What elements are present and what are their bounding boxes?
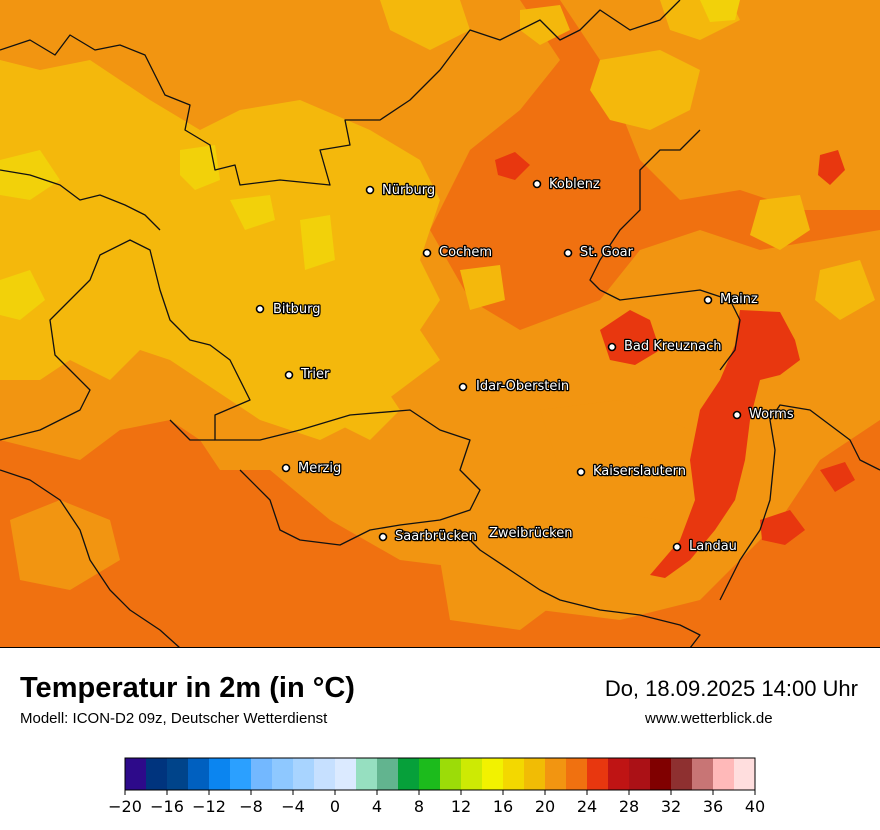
temperature-zone-hot — [495, 150, 855, 578]
legend-swatch — [713, 758, 735, 790]
city-label-nurburg: Nürburg — [382, 183, 435, 198]
legend-tick-label: 16 — [493, 797, 513, 816]
city-label-trier: Trier — [300, 367, 330, 382]
city-dot-saarbrucken — [378, 532, 388, 542]
legend-swatch — [251, 758, 273, 790]
city-markers — [255, 179, 742, 552]
legend-swatch — [272, 758, 294, 790]
legend-swatch — [125, 758, 147, 790]
legend-tick-label: 40 — [745, 797, 765, 816]
legend-swatch — [230, 758, 252, 790]
legend-swatch — [314, 758, 336, 790]
legend-swatch — [503, 758, 525, 790]
legend-swatch — [440, 758, 462, 790]
legend-tick-label: 20 — [535, 797, 555, 816]
legend-swatch — [524, 758, 546, 790]
forecast-datetime: Do, 18.09.2025 14:00 Uhr — [604, 676, 858, 701]
city-label-st-goar: St. Goar — [580, 245, 634, 260]
legend-swatch — [461, 758, 483, 790]
city-label-saarbrucken: Saarbrücken — [395, 529, 477, 544]
administrative-borders — [0, 0, 880, 648]
map-canvas: Nürburg Koblenz Cochem St. Goar Mainz Bi… — [0, 0, 880, 648]
legend-swatch — [671, 758, 693, 790]
legend-swatch — [419, 758, 441, 790]
city-dot-koblenz — [532, 179, 542, 189]
website-link[interactable]: www.wetterblick.de — [645, 710, 773, 727]
legend-tick-label: 28 — [619, 797, 639, 816]
legend-swatch — [146, 758, 168, 790]
legend-swatch — [335, 758, 357, 790]
legend-frame — [124, 757, 756, 791]
legend-tick-label: −8 — [239, 797, 263, 816]
city-label-bitburg: Bitburg — [273, 302, 321, 317]
legend-tick-label: −12 — [192, 797, 226, 816]
legend-swatch — [188, 758, 210, 790]
city-label-worms: Worms — [749, 407, 794, 422]
legend-tick-label: −4 — [281, 797, 305, 816]
legend-swatch — [566, 758, 588, 790]
temperature-legend: −20 −16 −12 −8 −4 0 4 8 12 16 20 24 28 32 36 40 — [108, 757, 765, 816]
temperature-zone-warm-light — [0, 0, 875, 440]
legend-tick-label: −20 — [108, 797, 142, 816]
map-title: Temperatur in 2m (in °C) — [20, 672, 355, 704]
legend-swatch — [545, 758, 567, 790]
temperature-zone-mild — [0, 0, 740, 320]
legend-swatch — [209, 758, 231, 790]
city-label-cochem: Cochem — [439, 245, 492, 260]
city-dot-bad-kreuznach — [607, 342, 617, 352]
city-dot-st-goar — [563, 248, 573, 258]
city-dot-kaiserslautern — [576, 467, 586, 477]
legend-tick-label: 36 — [703, 797, 723, 816]
legend-tick-label: −16 — [150, 797, 184, 816]
city-label-idar-oberstein: Idar-Oberstein — [476, 379, 569, 394]
legend-tick-label: 24 — [577, 797, 597, 816]
legend-tick-label: 0 — [330, 797, 340, 816]
city-dot-merzig — [281, 463, 291, 473]
city-labels: Nürburg Koblenz Cochem St. Goar Mainz Bi… — [272, 176, 795, 556]
legend-swatch — [293, 758, 315, 790]
city-dot-trier — [284, 370, 294, 380]
legend-tick-label: 12 — [451, 797, 471, 816]
city-dot-bitburg — [255, 304, 265, 314]
legend-swatch — [692, 758, 714, 790]
city-label-zweibrucken: Zweibrücken — [489, 526, 572, 541]
legend-swatch — [734, 758, 756, 790]
model-source: Modell: ICON-D2 09z, Deutscher Wetterdie… — [20, 710, 328, 727]
city-dot-nurburg — [365, 185, 375, 195]
legend-swatch — [167, 758, 189, 790]
city-label-merzig: Merzig — [298, 461, 341, 476]
city-label-koblenz: Koblenz — [549, 177, 600, 192]
legend-tick-label: 8 — [414, 797, 424, 816]
legend-swatch — [482, 758, 504, 790]
city-label-kaiserslautern: Kaiserslautern — [593, 464, 686, 479]
legend-swatch — [650, 758, 672, 790]
legend-swatch — [398, 758, 420, 790]
legend-swatch — [356, 758, 378, 790]
map-footer: Temperatur in 2m (in °C) Modell: ICON-D2… — [0, 648, 880, 830]
legend-tick-label: 32 — [661, 797, 681, 816]
legend-swatch — [629, 758, 651, 790]
city-dot-mainz — [703, 295, 713, 305]
legend-swatch — [377, 758, 399, 790]
city-dot-landau — [672, 542, 682, 552]
temperature-map: Nürburg Koblenz Cochem St. Goar Mainz Bi… — [0, 0, 880, 648]
city-label-landau: Landau — [689, 539, 737, 554]
legend-ticks: −20 −16 −12 −8 −4 0 4 8 12 16 20 24 28 32 36 40 — [108, 790, 765, 816]
legend-swatches — [125, 758, 756, 790]
legend-swatch — [608, 758, 630, 790]
city-dot-idar-oberstein — [458, 382, 468, 392]
city-dot-worms — [732, 410, 742, 420]
city-dot-cochem — [422, 248, 432, 258]
legend-swatch — [587, 758, 609, 790]
city-label-mainz: Mainz — [720, 292, 758, 307]
legend-tick-label: 4 — [372, 797, 382, 816]
city-label-bad-kreuznach: Bad Kreuznach — [624, 339, 722, 354]
